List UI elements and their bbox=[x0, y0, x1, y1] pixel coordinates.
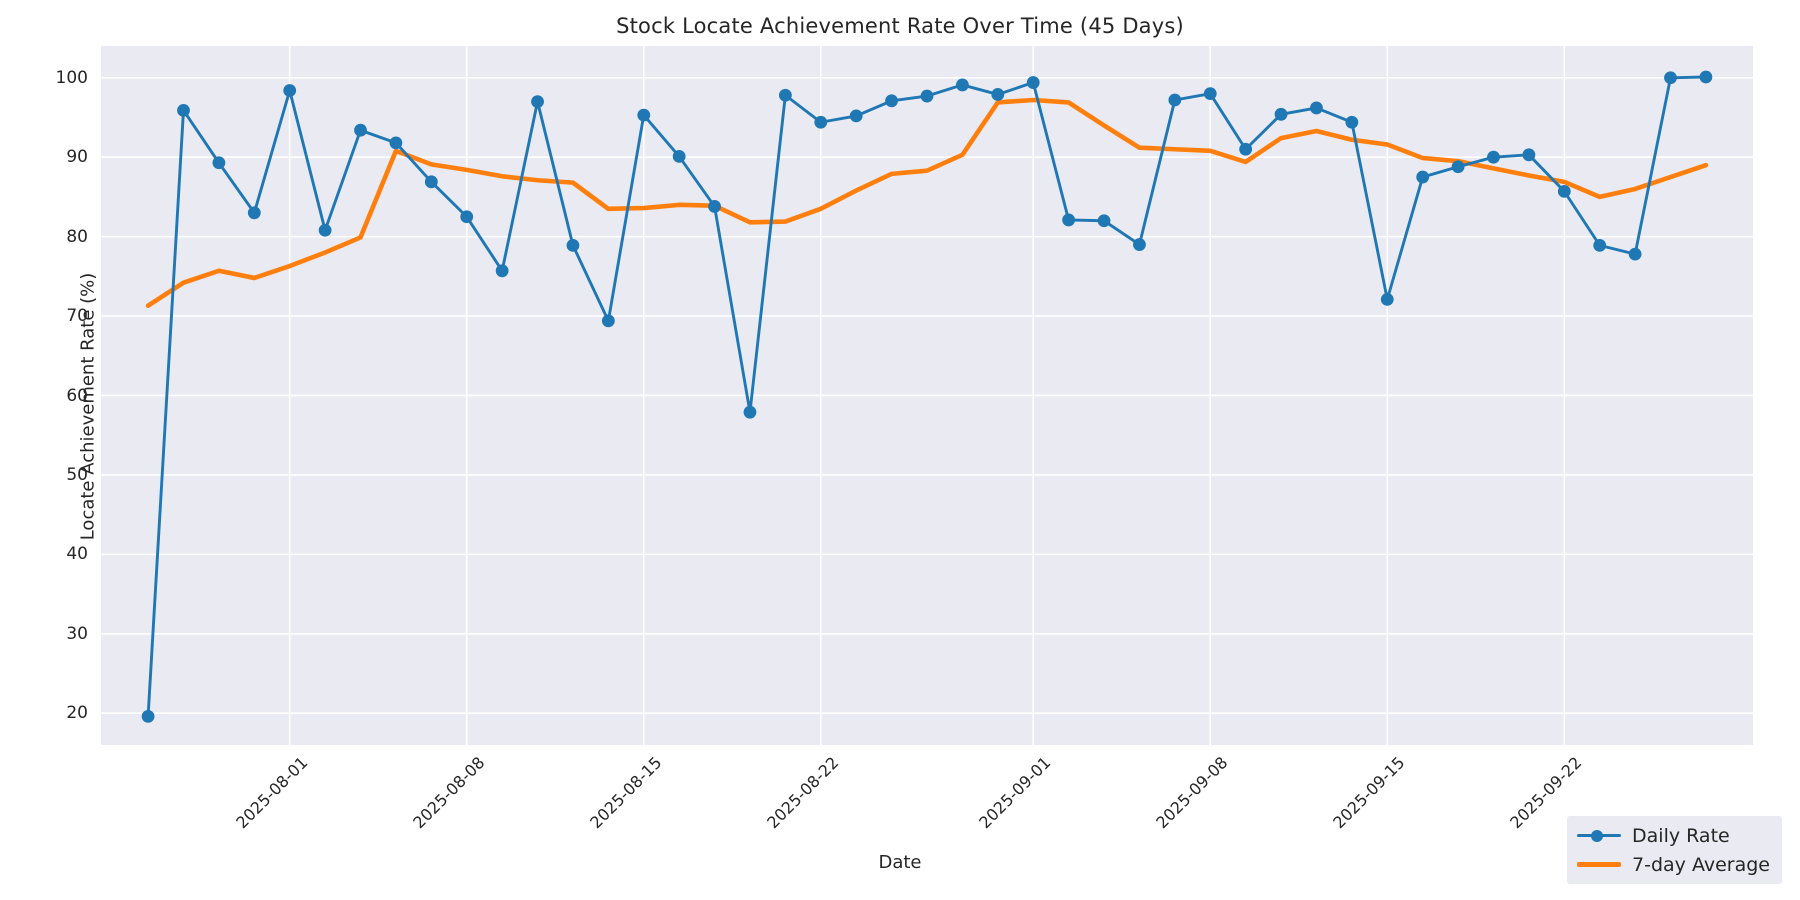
grid-lines bbox=[101, 46, 1753, 745]
x-axis-label: Date bbox=[878, 852, 922, 873]
x-tick-label: 2025-09-01 bbox=[975, 753, 1055, 833]
y-tick-label: 40 bbox=[66, 544, 88, 565]
y-tick-label: 20 bbox=[66, 703, 88, 724]
y-tick-label: 50 bbox=[66, 464, 88, 485]
x-tick-label: 2025-09-15 bbox=[1329, 753, 1409, 833]
x-tick-label: 2025-08-15 bbox=[586, 753, 666, 833]
chart-title: Stock Locate Achievement Rate Over Time … bbox=[616, 14, 1184, 38]
x-tick-label: 2025-08-08 bbox=[408, 753, 489, 833]
y-tick-label: 90 bbox=[66, 147, 88, 168]
legend-swatch-icon bbox=[1577, 829, 1622, 843]
x-tick-label: 2025-08-22 bbox=[763, 753, 843, 833]
legend-label: 7-day Average bbox=[1632, 853, 1770, 876]
plot-area bbox=[101, 46, 1753, 745]
y-tick-label: 60 bbox=[66, 385, 88, 406]
y-tick-label: 70 bbox=[66, 306, 88, 327]
y-tick-label: 80 bbox=[66, 226, 88, 247]
chart-legend[interactable]: Daily Rate 7-day Average bbox=[1567, 816, 1782, 884]
legend-swatch-icon bbox=[1577, 858, 1622, 872]
legend-item[interactable]: Daily Rate bbox=[1577, 824, 1770, 847]
x-tick-label: 2025-09-08 bbox=[1152, 753, 1232, 833]
data-lines bbox=[141, 70, 1713, 723]
y-tick-label: 30 bbox=[66, 623, 88, 644]
x-tick-label: 2025-08-01 bbox=[231, 753, 312, 833]
legend-label: Daily Rate bbox=[1632, 824, 1730, 847]
y-tick-label: 100 bbox=[55, 67, 88, 88]
legend-item[interactable]: 7-day Average bbox=[1577, 853, 1770, 876]
